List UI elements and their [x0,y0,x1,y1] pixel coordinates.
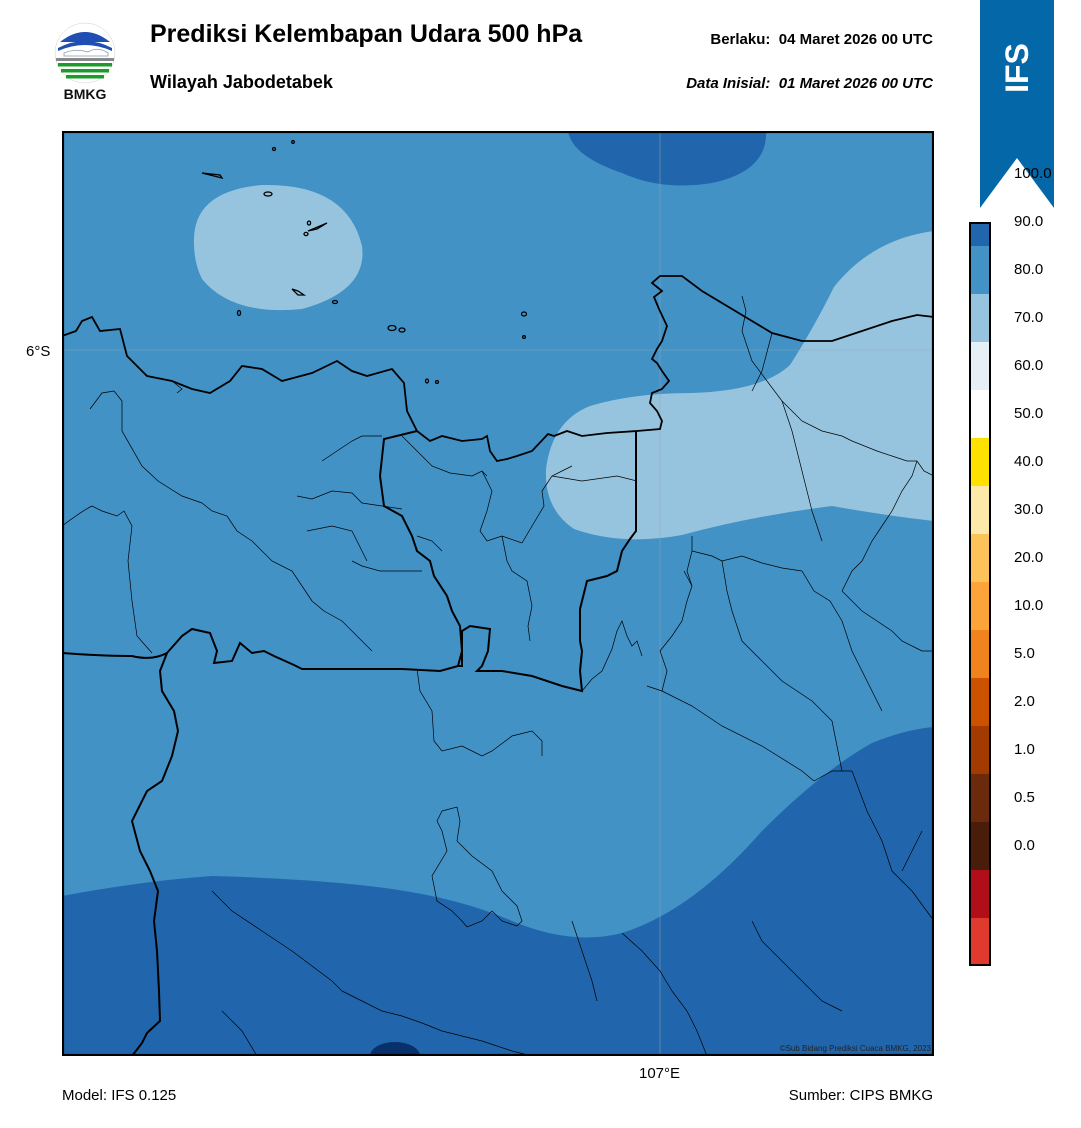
colorbar-tick-label: 20.0 [1014,549,1044,566]
humidity-colorbar [969,222,991,966]
initial-time: Data Inisial: 01 Maret 2026 00 UTC [686,75,933,92]
valid-label: Berlaku: [710,31,771,48]
logo-text: BMKG [64,86,107,102]
colorbar-tick-label: 100.0 [1014,165,1052,182]
map-frame [62,131,934,1056]
humidity-90-100-spot [370,1042,420,1056]
colorbar-segment [970,630,990,678]
colorbar-segment [970,294,990,342]
colorbar-segment [970,678,990,726]
colorbar-segment [970,246,990,294]
colorbar-segment [970,726,990,774]
bmkg-emblem-icon [54,22,116,84]
valid-value: 04 Maret 2026 00 UTC [778,31,933,48]
lat-label-6s: 6°S [26,343,51,360]
colorbar-tick-label: 5.0 [1014,645,1035,662]
coastline [62,275,934,462]
humidity-60-70-blob-nw [193,184,363,311]
kepulauan-seribu-islands [201,139,528,385]
colorbar-segment [970,774,990,822]
colorbar-tick-label: 1.0 [1014,741,1035,758]
lon-label-107e: 107°E [639,1065,681,1082]
colorbar-tick-label: 10.0 [1014,597,1044,614]
humidity-80-90-blob-top [568,131,767,186]
colorbar-segment [970,342,990,390]
colorbar-segments [970,222,990,966]
humidity-60-70-band-east [545,231,934,540]
map-credit: ©Sub Bidang Prediksi Cuaca BMKG, 2023 [779,1044,931,1053]
colorbar-tick-label: 0.5 [1014,789,1035,806]
colorbar-segment [970,582,990,630]
humidity-80-90-band-south [62,727,934,1056]
colorbar-segment [970,438,990,486]
colorbar-tick-label: 90.0 [1014,213,1044,230]
source-label: Sumber: CIPS BMKG [788,1087,933,1104]
colorbar-tick-label: 0.0 [1014,837,1035,854]
colorbar-tick-label: 60.0 [1014,357,1044,374]
colorbar-tick-label: 50.0 [1014,405,1044,422]
page-title: Prediksi Kelembapan Udara 500 hPa [150,20,583,48]
colorbar-tick-label: 30.0 [1014,501,1044,518]
init-value: 01 Maret 2026 00 UTC [778,75,933,92]
bmkg-logo: BMKG [54,22,116,102]
colorbar-segment [970,918,990,966]
colorbar-segment [970,222,990,246]
colorbar-segment [970,486,990,534]
province-boundaries [62,430,637,1056]
colorbar-frame [969,222,991,966]
colorbar-tick-label: 70.0 [1014,309,1044,326]
colorbar-tick-label: 2.0 [1014,693,1035,710]
colorbar-segment [970,534,990,582]
colorbar-tick-label: 40.0 [1014,453,1044,470]
colorbar-segment [970,390,990,438]
valid-time: Berlaku: 04 Maret 2026 00 UTC [710,31,933,48]
humidity-map [62,131,934,1056]
model-label: Model: IFS 0.125 [62,1087,177,1104]
colorbar-segment [970,822,990,870]
ribbon-text: IFS [999,43,1035,93]
colorbar-tick-label: 80.0 [1014,261,1044,278]
init-label: Data Inisial: [686,75,771,92]
model-ribbon: IFS [980,0,1054,208]
colorbar-segment [970,870,990,918]
regency-boundaries [62,295,934,1056]
region-subtitle: Wilayah Jabodetabek [150,72,333,92]
